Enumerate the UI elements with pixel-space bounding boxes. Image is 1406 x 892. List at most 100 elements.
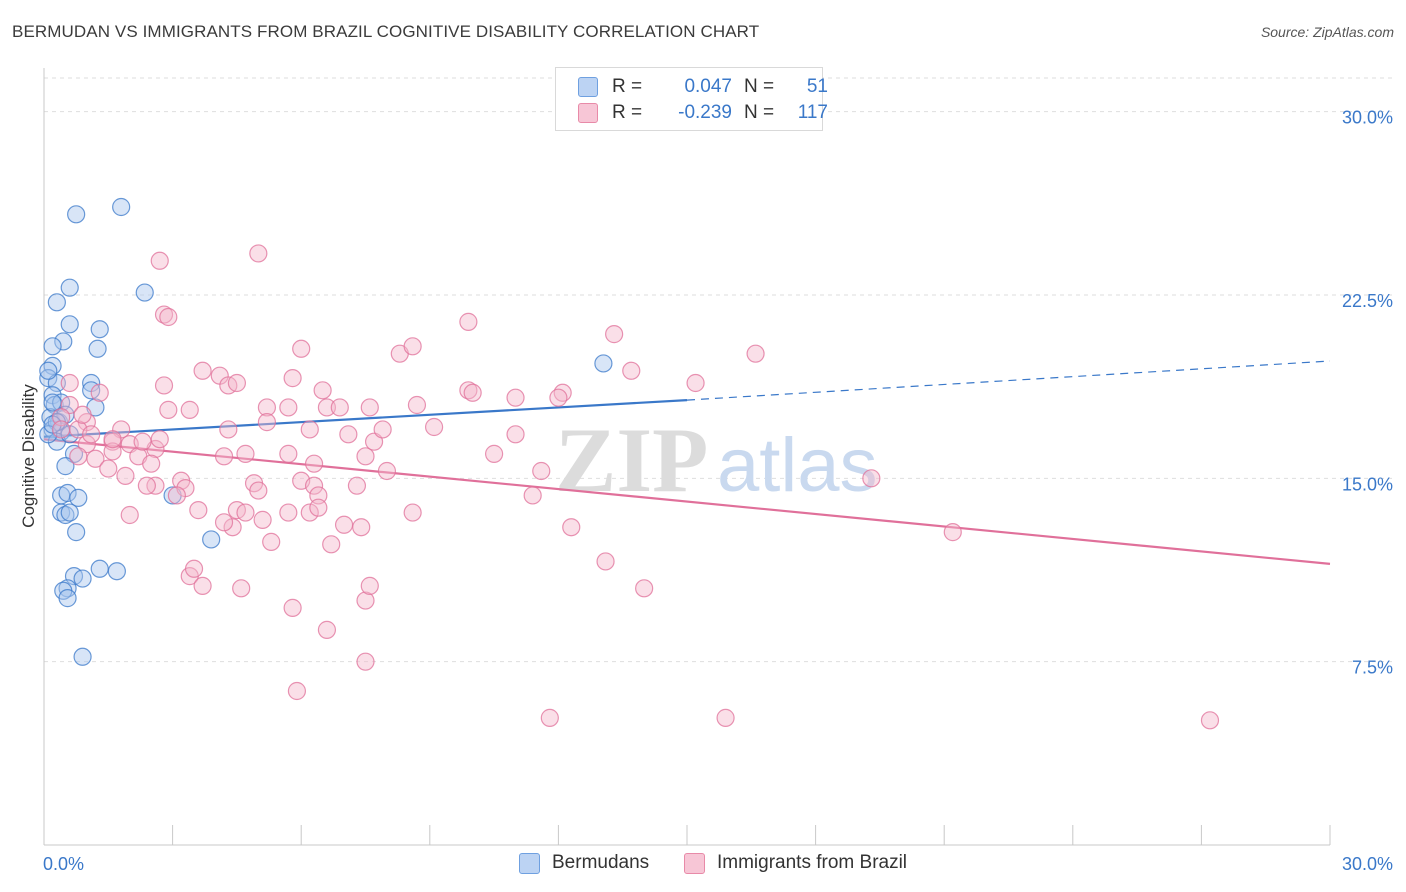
- y-tick-label: 30.0%: [1342, 108, 1393, 128]
- brazil-point: [257, 413, 277, 432]
- brazil-point: [356, 591, 375, 610]
- chart-source: Source: ZipAtlas.com: [1260, 24, 1394, 40]
- brazil-point: [635, 579, 654, 598]
- bermudan-point: [43, 337, 62, 356]
- bermudan-point: [43, 393, 62, 412]
- legend-row-bermudans: R = 0.047 N = 51: [578, 75, 828, 99]
- brazil-point: [133, 432, 152, 451]
- brazil-point: [227, 373, 246, 393]
- brazil-point: [99, 459, 118, 478]
- bermudan-point: [60, 315, 79, 334]
- brazil-point: [219, 420, 238, 439]
- legend-r-label: R =: [612, 102, 643, 123]
- bermudan-point: [88, 339, 107, 358]
- brazil-point: [73, 405, 92, 424]
- brazil-point: [300, 420, 319, 439]
- brazil-point: [52, 420, 71, 439]
- watermark-zip: ZIP: [555, 409, 708, 511]
- legend-n-value: 51: [806, 76, 828, 97]
- legend-n-label: N =: [744, 76, 775, 97]
- legend-n-label: N =: [744, 102, 775, 123]
- data-points: [39, 197, 1220, 730]
- brazil-point: [352, 518, 371, 537]
- bermudan-point: [58, 483, 77, 503]
- brazil-point: [167, 486, 186, 505]
- brazil-point: [283, 369, 302, 388]
- bermudan-point: [202, 530, 221, 549]
- brazil-point: [189, 501, 208, 520]
- brazil-point: [279, 444, 298, 463]
- x-tick-label: 0.0%: [43, 854, 84, 874]
- brazil-point: [159, 307, 178, 327]
- bermudan-trend-extension: [686, 360, 1331, 401]
- bermudan-point: [67, 523, 86, 542]
- brazil-point: [605, 325, 624, 344]
- bottom-legend-bermudans: Bermudans: [519, 852, 649, 874]
- brazil-point: [377, 461, 397, 481]
- brazil-point: [424, 417, 444, 437]
- brazil-point: [86, 449, 105, 468]
- bermudan-point: [39, 361, 58, 380]
- axes: [43, 68, 1331, 846]
- y-tick-label: 7.5%: [1352, 658, 1393, 678]
- bermudan-point: [73, 569, 92, 588]
- brazil-point: [373, 420, 392, 439]
- brazil-point: [287, 681, 307, 701]
- y-tick-label: 22.5%: [1342, 291, 1393, 311]
- bermudan-point: [90, 559, 109, 578]
- brazil-point: [622, 361, 641, 380]
- brazil-point: [60, 373, 79, 393]
- brazil-point: [253, 510, 272, 529]
- bermudan-point: [67, 205, 86, 224]
- legend-r-label: R =: [612, 76, 643, 97]
- bottom-legend-brazil: Immigrants from Brazil: [684, 852, 907, 874]
- brazil-point: [69, 447, 88, 466]
- bermudan-point: [135, 283, 154, 302]
- brazil-point: [339, 425, 358, 444]
- bermudan-point: [90, 320, 109, 339]
- brazil-point: [686, 373, 705, 393]
- brazil-point: [292, 339, 311, 358]
- brazil-point: [862, 469, 881, 488]
- brazil-point: [403, 503, 422, 522]
- trend-lines: [43, 360, 1331, 565]
- brazil-point: [506, 425, 525, 444]
- legend-swatch-bermudans: [578, 77, 598, 97]
- brazil-point: [223, 518, 242, 537]
- brazil-point: [150, 251, 169, 270]
- brazil-point: [334, 515, 354, 534]
- x-tick-label: 30.0%: [1342, 854, 1393, 874]
- brazil-point: [459, 312, 478, 331]
- legend-n-value: 117: [797, 102, 828, 123]
- brazil-point: [360, 576, 379, 595]
- bottom-legend-label-bermudans: Bermudans: [552, 852, 650, 873]
- correlation-legend: R = 0.047 N = 51 R = -0.239 N = 117: [555, 67, 828, 131]
- brazil-point: [103, 430, 122, 449]
- bottom-legend-swatch-bermudans: [519, 852, 540, 874]
- brazil-point: [214, 513, 234, 532]
- tick-labels: 7.5% 15.0% 22.5% 30.0% 0.0% 30.0%: [43, 108, 1393, 874]
- brazil-point: [193, 361, 212, 380]
- watermark: ZIP atlas: [555, 409, 878, 511]
- brazil-point: [330, 398, 349, 417]
- brazil-point: [150, 430, 169, 449]
- brazil-point: [746, 344, 765, 363]
- brazil-point: [1200, 711, 1220, 730]
- brazil-point: [356, 447, 375, 466]
- brazil-point: [154, 376, 174, 395]
- brazil-point: [485, 444, 504, 463]
- brazil-point: [523, 486, 542, 505]
- brazil-point: [279, 398, 298, 417]
- brazil-point: [159, 400, 178, 419]
- bermudan-point: [60, 425, 79, 444]
- brazil-point: [283, 598, 302, 617]
- brazil-point: [943, 523, 962, 542]
- brazil-point: [407, 395, 427, 415]
- y-axis-label: Cognitive Disability: [19, 384, 38, 528]
- bermudan-point: [107, 562, 126, 581]
- brazil-point: [532, 461, 551, 481]
- bermudan-point: [56, 457, 75, 476]
- legend-row-brazil: R = -0.239 N = 117: [578, 101, 828, 125]
- brazil-point: [236, 444, 255, 463]
